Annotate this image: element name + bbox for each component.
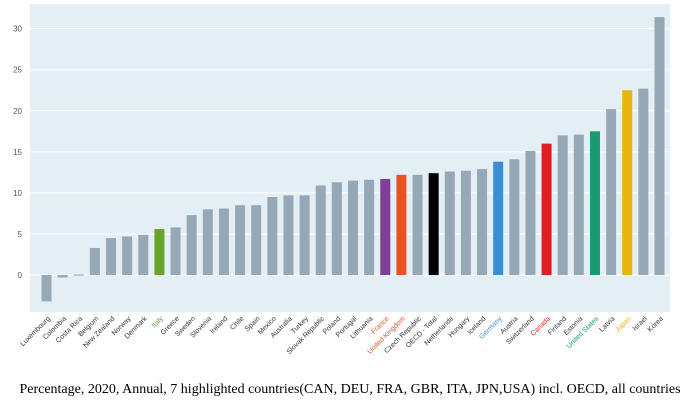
- x-tick-label: Japan: [614, 315, 633, 334]
- bar: [251, 205, 262, 276]
- x-tick-label: Latvia: [598, 315, 616, 333]
- y-tick-label: 10: [13, 189, 22, 198]
- bar: [186, 215, 197, 276]
- bar: [509, 159, 520, 276]
- y-tick-label: 0: [18, 271, 23, 280]
- bar: [622, 90, 633, 276]
- bar: [638, 88, 649, 276]
- bar: [573, 134, 584, 276]
- bar: [606, 109, 617, 276]
- y-tick-label: 25: [13, 66, 22, 75]
- bar: [283, 195, 294, 276]
- bar: [202, 209, 213, 276]
- bar: [331, 182, 342, 276]
- bar: [106, 238, 117, 276]
- bar: [541, 143, 552, 276]
- bar: [396, 174, 407, 276]
- bar: [267, 197, 278, 276]
- bar: [154, 229, 165, 276]
- y-tick-label: 20: [13, 107, 22, 116]
- bar: [235, 205, 246, 276]
- bar: [364, 179, 375, 276]
- bar: [460, 170, 471, 276]
- bar: [412, 174, 423, 276]
- bar: [41, 275, 52, 302]
- bar: [428, 173, 439, 276]
- x-tick-label: Ireland: [209, 315, 229, 335]
- bar: [299, 195, 310, 276]
- y-tick-label: 15: [13, 148, 22, 157]
- bar: [477, 169, 488, 276]
- bar: [348, 180, 358, 276]
- chart-area: 0 5 10 15 20 25 30 Luxembourg Colombia Costa Rica…: [13, 4, 670, 356]
- bar: [444, 171, 455, 276]
- chart-caption: Percentage, 2020, Annual, 7 highlighted …: [19, 382, 681, 397]
- bar: [89, 247, 100, 276]
- bar: [122, 236, 133, 276]
- bar: [493, 161, 504, 276]
- bar: [73, 274, 84, 276]
- bar: [525, 151, 536, 276]
- bar: [589, 131, 600, 276]
- x-tick-label: Israel: [632, 315, 649, 332]
- bar: [557, 135, 568, 276]
- y-tick-label: 5: [18, 230, 23, 239]
- bar: [138, 234, 149, 276]
- bar: [315, 185, 326, 276]
- x-tick-label: Korea: [647, 315, 665, 333]
- bar: [218, 208, 229, 276]
- bar: [170, 227, 181, 276]
- bar: [380, 178, 391, 276]
- y-tick-label: 30: [13, 25, 22, 34]
- x-tick-label: Chile: [229, 315, 245, 331]
- bar: [57, 275, 68, 278]
- bar: [654, 17, 665, 276]
